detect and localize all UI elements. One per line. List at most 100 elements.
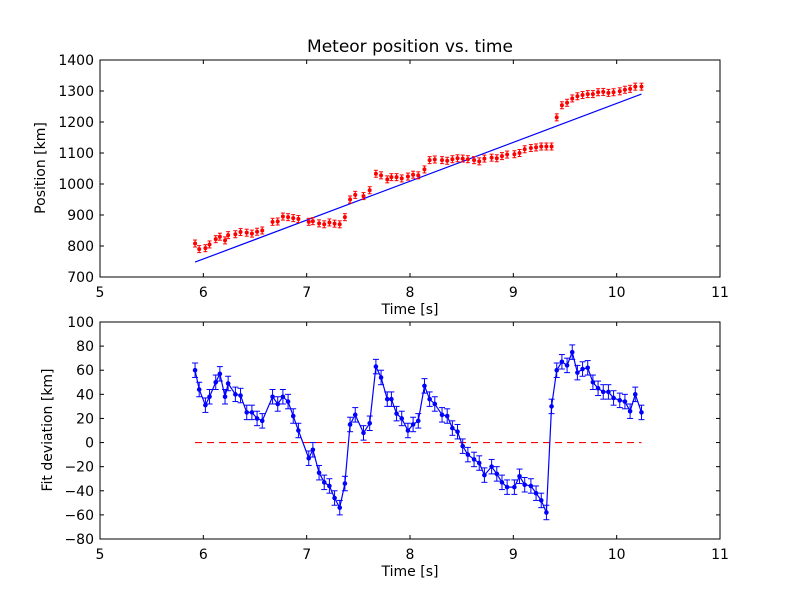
- y-tick-label: 60: [76, 363, 94, 379]
- marker: [499, 154, 504, 159]
- data-point: [217, 371, 223, 377]
- marker: [342, 215, 347, 220]
- data-point: [342, 213, 347, 222]
- marker: [517, 151, 522, 155]
- data-point: [192, 367, 198, 373]
- data-point: [549, 404, 554, 409]
- x-tick-label: 9: [509, 547, 518, 563]
- marker: [455, 156, 460, 161]
- marker: [617, 89, 622, 94]
- y-tick-label: −60: [64, 508, 94, 524]
- y-tick-label: −20: [64, 460, 94, 476]
- marker: [213, 237, 218, 242]
- data-point: [528, 144, 533, 153]
- marker: [255, 229, 260, 234]
- data-point: [504, 484, 510, 490]
- data-point: [460, 443, 466, 449]
- data-point: [533, 490, 539, 496]
- data-point: [559, 101, 564, 110]
- marker: [460, 156, 465, 161]
- y-tick-label: 1100: [58, 146, 94, 162]
- data-point: [244, 228, 249, 237]
- data-point: [286, 213, 291, 222]
- data-point: [290, 413, 296, 419]
- data-point: [450, 425, 455, 431]
- marker: [522, 147, 527, 152]
- marker: [528, 146, 533, 151]
- data-point: [512, 150, 517, 159]
- x-tick-label: 8: [406, 285, 415, 301]
- marker: [399, 176, 404, 181]
- marker: [193, 241, 198, 246]
- marker: [580, 93, 585, 98]
- marker: [207, 242, 212, 247]
- data-point: [439, 412, 445, 418]
- y-tick-label: −80: [64, 532, 94, 548]
- marker: [590, 92, 595, 97]
- data-point: [275, 401, 281, 407]
- data-point: [580, 366, 585, 372]
- data-point: [270, 394, 275, 400]
- marker: [217, 234, 222, 239]
- data-point: [600, 389, 606, 395]
- data-point: [193, 239, 198, 248]
- marker: [489, 155, 494, 160]
- data-point: [611, 88, 616, 97]
- data-point: [596, 88, 601, 97]
- marker: [223, 238, 228, 243]
- marker: [416, 173, 421, 178]
- data-point: [410, 422, 416, 427]
- data-point: [482, 154, 487, 163]
- marker: [494, 156, 499, 161]
- data-point: [585, 90, 590, 99]
- data-point: [296, 428, 301, 433]
- data-point: [606, 389, 611, 395]
- marker: [549, 144, 554, 149]
- data-point: [280, 394, 286, 400]
- data-point: [522, 482, 527, 488]
- data-point: [494, 471, 500, 477]
- data-point: [207, 240, 212, 249]
- data-point: [455, 154, 460, 163]
- data-point: [476, 460, 482, 466]
- x-axis-label: Time [s]: [381, 564, 439, 580]
- data-point: [317, 219, 322, 228]
- data-point: [427, 396, 432, 402]
- data-point: [575, 370, 580, 375]
- data-point: [260, 226, 265, 235]
- data-point: [225, 381, 231, 386]
- data-point: [270, 217, 275, 226]
- data-point: [337, 220, 342, 229]
- x-tick-label: 7: [302, 547, 311, 563]
- y-tick-label: 100: [67, 315, 94, 331]
- x-tick-label: 5: [96, 547, 105, 563]
- data-point: [411, 170, 416, 179]
- data-point: [389, 173, 394, 182]
- marker: [233, 232, 238, 237]
- marker: [565, 100, 570, 105]
- data-point: [450, 155, 455, 164]
- marker: [389, 175, 394, 180]
- marker: [622, 87, 627, 92]
- marker: [203, 246, 208, 251]
- y-tick-label: 1300: [58, 84, 94, 100]
- data-point: [622, 85, 627, 94]
- y-axis-label: Position [km]: [33, 122, 49, 214]
- marker: [477, 159, 482, 164]
- data-point: [554, 367, 560, 373]
- data-point: [580, 91, 585, 100]
- data-point: [249, 229, 254, 238]
- marker: [585, 92, 590, 97]
- marker: [422, 167, 427, 172]
- marker: [606, 90, 611, 95]
- data-point: [399, 416, 405, 421]
- x-tick-label: 11: [711, 547, 729, 563]
- data-point: [342, 481, 348, 486]
- data-point: [416, 171, 421, 180]
- marker: [440, 158, 445, 163]
- data-point: [422, 165, 427, 174]
- marker: [361, 194, 366, 199]
- data-point: [285, 399, 291, 404]
- data-point: [494, 154, 499, 163]
- marker: [327, 220, 332, 225]
